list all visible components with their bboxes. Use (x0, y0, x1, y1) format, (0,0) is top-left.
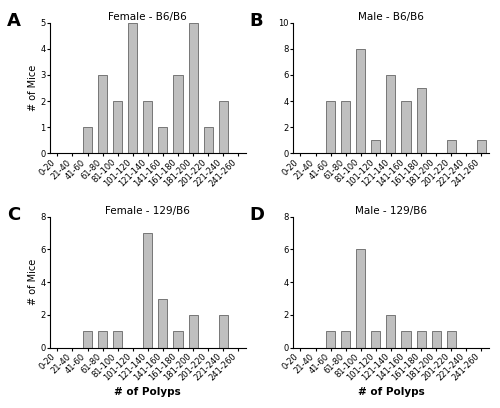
Bar (98, 331, 107, 348)
Bar (98, 75, 107, 153)
Bar (174, 75, 182, 153)
Text: B: B (250, 12, 264, 30)
Bar (158, 299, 168, 348)
Bar (416, 88, 426, 153)
Bar (83, 331, 92, 348)
Bar (356, 249, 366, 348)
Bar (218, 315, 228, 348)
Bar (372, 140, 380, 153)
Bar (144, 101, 152, 153)
Bar (113, 101, 122, 153)
Bar (204, 127, 212, 153)
Bar (128, 22, 138, 153)
Title: Female - 129/B6: Female - 129/B6 (106, 206, 190, 216)
Bar (386, 75, 396, 153)
Text: A: A (6, 12, 20, 30)
Bar (326, 101, 335, 153)
Bar (218, 101, 228, 153)
Bar (326, 331, 335, 348)
Title: Female - B6/B6: Female - B6/B6 (108, 12, 187, 22)
Bar (446, 331, 456, 348)
Bar (477, 140, 486, 153)
X-axis label: # of Polyps: # of Polyps (358, 387, 424, 397)
Bar (446, 140, 456, 153)
Bar (402, 331, 410, 348)
Bar (356, 49, 366, 153)
Bar (432, 331, 440, 348)
Bar (386, 315, 396, 348)
Bar (188, 22, 198, 153)
Text: C: C (6, 206, 20, 224)
Bar (83, 127, 92, 153)
Title: Male - B6/B6: Male - B6/B6 (358, 12, 424, 22)
Bar (174, 331, 182, 348)
Bar (372, 331, 380, 348)
Bar (416, 331, 426, 348)
X-axis label: # of Polyps: # of Polyps (114, 387, 181, 397)
Bar (402, 101, 410, 153)
Y-axis label: # of Mice: # of Mice (28, 65, 38, 111)
Bar (188, 315, 198, 348)
Bar (341, 101, 350, 153)
Text: D: D (250, 206, 265, 224)
Bar (113, 331, 122, 348)
Bar (144, 233, 152, 348)
Title: Male - 129/B6: Male - 129/B6 (355, 206, 427, 216)
Y-axis label: # of Mice: # of Mice (28, 259, 38, 305)
Bar (341, 331, 350, 348)
Bar (158, 127, 168, 153)
